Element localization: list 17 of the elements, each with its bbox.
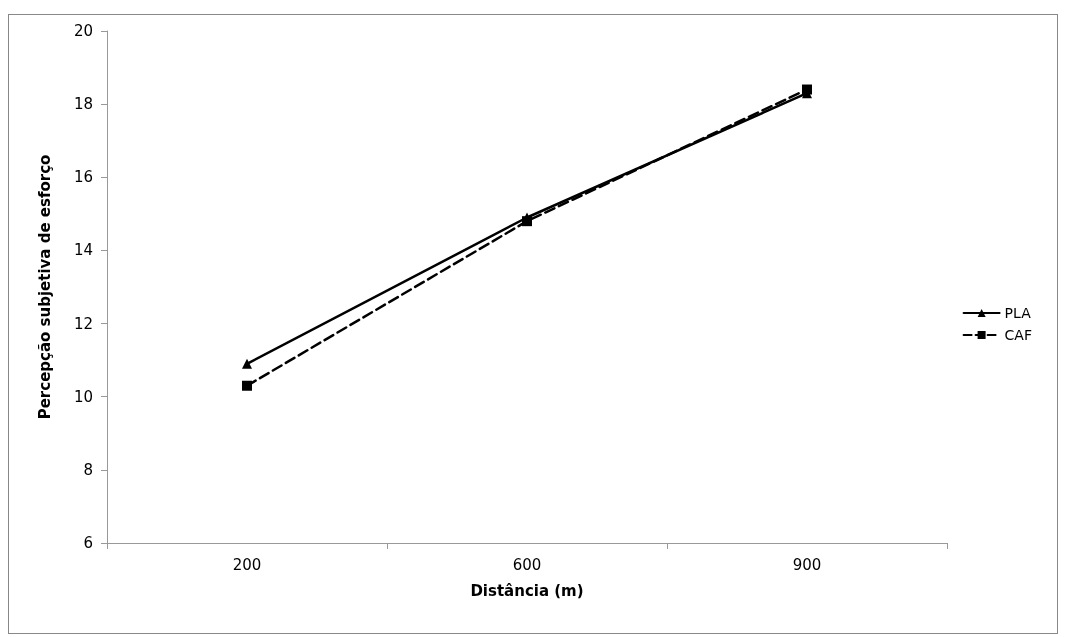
x-axis-title: Distância (m) xyxy=(470,581,584,600)
y-tick-label: 14 xyxy=(73,241,93,260)
y-tick-label: 20 xyxy=(73,22,93,40)
y-tick-label: 6 xyxy=(83,534,93,552)
point xyxy=(242,358,252,369)
y-tick-label: 18 xyxy=(73,95,93,114)
point xyxy=(242,380,252,391)
x-tick-label: 200 xyxy=(232,555,262,574)
y-tick-label: 12 xyxy=(73,314,93,333)
x-tick-label: 600 xyxy=(512,555,542,574)
legend-label: PLA xyxy=(1004,305,1032,321)
y-tick-label: 10 xyxy=(73,387,93,406)
x-tick-label: 900 xyxy=(792,555,822,574)
y-tick-label: 8 xyxy=(83,460,93,479)
y-tick-label: 16 xyxy=(73,168,93,187)
y-axis-title: Percepção subjetiva de esforço xyxy=(35,154,54,420)
legend-label: CAF xyxy=(1004,327,1032,343)
